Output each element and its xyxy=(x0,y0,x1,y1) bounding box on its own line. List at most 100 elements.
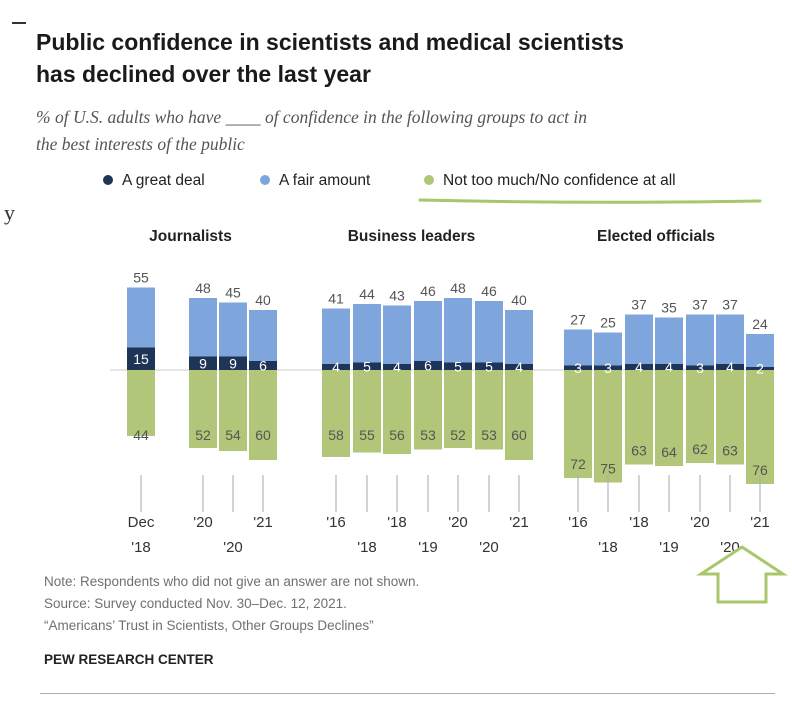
x-tick-label: '21 xyxy=(253,514,273,531)
bar-not-too-much xyxy=(655,370,683,466)
bar-great-deal xyxy=(189,356,217,370)
bar-great-deal xyxy=(505,364,533,370)
label-great-deal: 4 xyxy=(332,359,340,375)
label-great-deal: 5 xyxy=(454,358,462,374)
bar-not-too-much xyxy=(716,370,744,465)
bar-not-too-much xyxy=(353,370,381,453)
label-great-deal: 6 xyxy=(259,358,267,374)
label-fair-amount: 46 xyxy=(420,283,436,299)
bar-great-deal xyxy=(716,364,744,370)
label-not-too-much: 44 xyxy=(133,427,149,443)
bar-great-deal xyxy=(594,365,622,370)
label-fair-amount: 35 xyxy=(661,300,677,316)
bar-great-deal xyxy=(383,364,411,370)
bar-not-too-much xyxy=(322,370,350,457)
bar-not-too-much xyxy=(189,370,217,448)
label-not-too-much: 53 xyxy=(481,427,497,443)
label-fair-amount: 37 xyxy=(692,297,708,313)
label-great-deal: 6 xyxy=(424,358,432,374)
label-fair-amount: 40 xyxy=(255,292,271,308)
label-not-too-much: 63 xyxy=(722,443,738,459)
chart-title-line-2: has declined over the last year xyxy=(36,61,371,87)
x-tick-label: '20 xyxy=(448,514,468,531)
label-fair-amount: 41 xyxy=(328,291,344,307)
label-great-deal: 3 xyxy=(696,360,704,376)
chart-subtitle-line-2: the best interests of the public xyxy=(36,134,245,154)
bar-great-deal xyxy=(475,362,503,370)
x-tick-label: '18 xyxy=(629,514,649,531)
x-tick-label: '18 xyxy=(387,514,407,531)
stray-mark xyxy=(12,22,26,24)
annotation-arrow-icon xyxy=(695,545,789,604)
bar-fair-amount xyxy=(383,305,411,364)
x-tick-label: '20 xyxy=(193,514,213,531)
bar-not-too-much xyxy=(127,370,155,436)
legend-swatch-not_too_much xyxy=(424,175,434,185)
x-tick-label: '21 xyxy=(509,514,529,531)
label-not-too-much: 75 xyxy=(600,461,616,477)
legend-label-great_deal: A great deal xyxy=(122,172,205,189)
label-not-too-much: 54 xyxy=(225,427,241,443)
bar-not-too-much xyxy=(219,370,247,451)
legend-swatch-fair_amount xyxy=(260,175,270,185)
label-fair-amount: 48 xyxy=(450,280,466,296)
label-not-too-much: 52 xyxy=(195,427,211,443)
bar-fair-amount xyxy=(219,302,247,357)
label-fair-amount: 37 xyxy=(631,297,647,313)
brand-name: PEW RESEARCH CENTER xyxy=(44,652,214,667)
bar-not-too-much xyxy=(249,370,277,460)
bar-fair-amount xyxy=(564,329,592,366)
bar-fair-amount xyxy=(249,310,277,361)
chart-subtitle: % of U.S. adults who have ____ of confid… xyxy=(36,104,776,158)
label-great-deal: 5 xyxy=(485,358,493,374)
label-not-too-much: 72 xyxy=(570,456,586,472)
bar-great-deal xyxy=(655,364,683,370)
bar-not-too-much xyxy=(686,370,714,463)
label-great-deal: 4 xyxy=(635,359,643,375)
label-not-too-much: 52 xyxy=(450,427,466,443)
x-tick-label-secondary: '19 xyxy=(418,539,438,556)
x-tick-label: Dec xyxy=(128,514,155,531)
label-great-deal: 4 xyxy=(665,359,673,375)
label-fair-amount: 25 xyxy=(600,315,616,331)
x-tick-label-secondary: '18 xyxy=(598,539,618,556)
panel-title: Business leaders xyxy=(348,228,476,245)
label-not-too-much: 64 xyxy=(661,444,677,460)
label-not-too-much: 58 xyxy=(328,427,344,443)
bar-not-too-much xyxy=(414,370,442,450)
label-great-deal: 3 xyxy=(574,360,582,376)
label-fair-amount: 37 xyxy=(722,297,738,313)
label-not-too-much: 60 xyxy=(511,427,527,443)
x-tick-label-secondary: '20 xyxy=(479,539,499,556)
x-tick-label: '21 xyxy=(750,514,770,531)
bar-not-too-much xyxy=(505,370,533,460)
bottom-divider xyxy=(40,693,775,694)
bar-fair-amount xyxy=(353,304,381,363)
legend-label-not_too_much: Not too much/No confidence at all xyxy=(443,172,676,189)
x-tick-label: '20 xyxy=(690,514,710,531)
label-great-deal: 4 xyxy=(393,359,401,375)
label-not-too-much: 62 xyxy=(692,441,708,457)
label-great-deal: 3 xyxy=(604,360,612,376)
bar-not-too-much xyxy=(475,370,503,450)
label-fair-amount: 46 xyxy=(481,283,497,299)
bar-great-deal xyxy=(746,367,774,370)
x-tick-label-secondary: '19 xyxy=(659,539,679,556)
label-not-too-much: 76 xyxy=(752,462,768,478)
x-tick-label: '16 xyxy=(326,514,346,531)
bar-fair-amount xyxy=(444,298,472,363)
bar-fair-amount xyxy=(505,310,533,364)
bar-not-too-much xyxy=(746,370,774,484)
x-tick-label-secondary: '20 xyxy=(223,539,243,556)
bar-fair-amount xyxy=(414,301,442,361)
bar-fair-amount xyxy=(686,314,714,366)
chart-title-line-1: Public confidence in scientists and medi… xyxy=(36,29,624,55)
annotation-underline xyxy=(418,198,762,204)
bar-fair-amount xyxy=(716,314,744,364)
note-line: Note: Respondents who did not give an an… xyxy=(44,574,420,589)
x-tick-label: '16 xyxy=(568,514,588,531)
label-great-deal: 9 xyxy=(229,355,237,371)
label-fair-amount: 44 xyxy=(359,286,375,302)
bar-fair-amount xyxy=(594,332,622,366)
